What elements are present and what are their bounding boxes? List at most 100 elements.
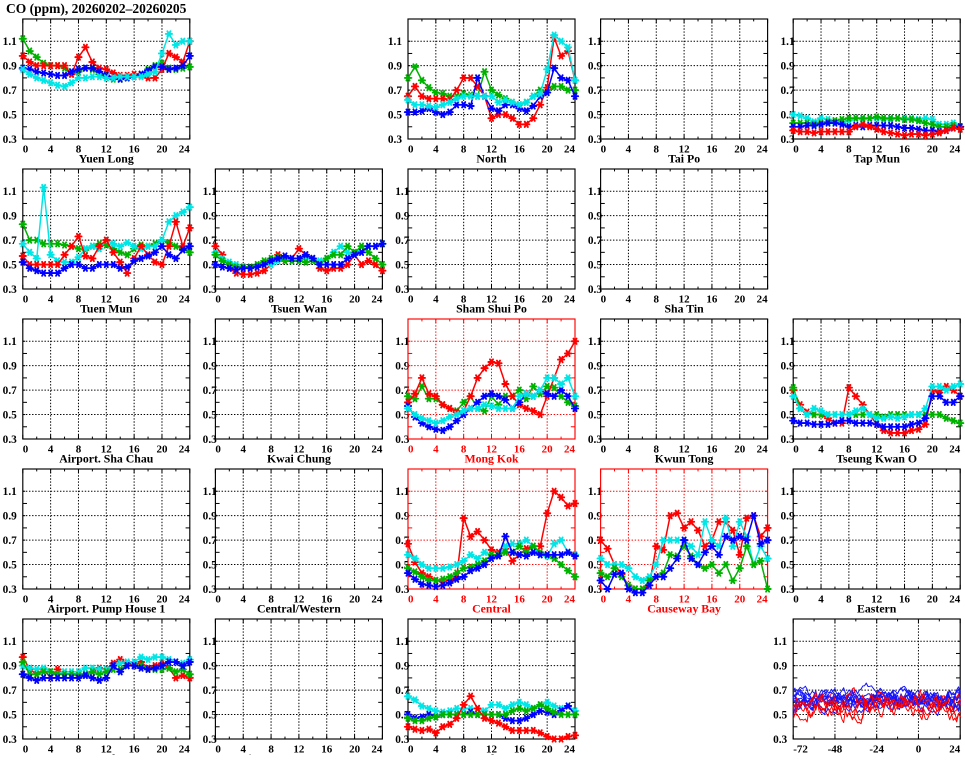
svg-text:8: 8 [846,594,852,606]
svg-text:Tsuen Wan: Tsuen Wan [271,302,328,316]
svg-text:4: 4 [818,444,824,456]
svg-text:20: 20 [542,594,554,606]
svg-text:1.1: 1.1 [3,636,17,648]
svg-text:20: 20 [734,444,746,456]
svg-text:24: 24 [179,444,191,456]
svg-text:4: 4 [626,594,632,606]
svg-text:0: 0 [23,594,29,606]
svg-text:0: 0 [601,444,607,456]
svg-text:4: 4 [433,594,439,606]
svg-text:Tuen Mun: Tuen Mun [80,302,133,316]
svg-text:1.1: 1.1 [3,186,17,198]
svg-text:0.3: 0.3 [3,584,17,596]
svg-text:0: 0 [23,744,29,756]
svg-text:0.3: 0.3 [3,284,17,296]
svg-text:4: 4 [433,294,439,306]
svg-text:Causeway Bay: Causeway Bay [647,602,721,616]
svg-text:0: 0 [793,594,799,606]
svg-text:0.3: 0.3 [388,134,402,146]
svg-text:20: 20 [542,144,554,156]
svg-text:-48: -48 [828,744,843,756]
svg-text:0.5: 0.5 [3,260,17,272]
svg-text:Tai Po: Tai Po [668,152,700,166]
svg-text:20: 20 [156,294,168,306]
svg-text:Central: Central [472,602,511,616]
svg-text:8: 8 [461,744,467,756]
svg-text:4: 4 [818,594,824,606]
svg-text:24: 24 [179,294,191,306]
svg-text:0: 0 [408,294,414,306]
svg-text:0.3: 0.3 [773,734,787,746]
svg-text:20: 20 [542,744,554,756]
svg-text:20: 20 [734,144,746,156]
svg-text:24: 24 [371,444,383,456]
svg-text:Tap Mun: Tap Mun [853,152,900,166]
svg-text:20: 20 [927,444,939,456]
svg-text:4: 4 [818,144,824,156]
svg-text:Tseung Kwan O: Tseung Kwan O [836,452,917,466]
svg-text:Southern: Southern [468,752,515,756]
svg-text:24: 24 [179,744,191,756]
svg-text:16: 16 [706,144,718,156]
svg-text:4: 4 [626,144,632,156]
svg-text:24: 24 [179,594,191,606]
svg-text:1.1: 1.1 [388,36,402,48]
svg-text:0.7: 0.7 [3,535,17,547]
svg-text:0: 0 [601,594,607,606]
svg-text:Airport. Pump House 5: Airport. Pump House 5 [240,752,358,756]
svg-text:0.9: 0.9 [3,361,17,373]
svg-text:ALL: ALL [865,752,889,756]
svg-text:4: 4 [240,444,246,456]
svg-text:0.5: 0.5 [388,110,402,122]
svg-text:0.9: 0.9 [3,511,17,523]
svg-text:0: 0 [408,594,414,606]
svg-text:0: 0 [215,444,221,456]
svg-text:20: 20 [734,294,746,306]
svg-text:24: 24 [757,294,769,306]
svg-text:0.9: 0.9 [388,61,402,73]
svg-text:0.3: 0.3 [3,134,17,146]
svg-text:0: 0 [601,144,607,156]
svg-text:Yuen Long: Yuen Long [79,152,134,166]
svg-text:24: 24 [757,444,769,456]
svg-text:0.9: 0.9 [773,661,787,673]
svg-text:16: 16 [899,594,911,606]
svg-text:Airport. Sha Chau: Airport. Sha Chau [59,452,154,466]
svg-text:CO (ppm), 20260202–20260205: CO (ppm), 20260202–20260205 [6,1,187,16]
svg-text:20: 20 [542,444,554,456]
svg-text:24: 24 [949,144,961,156]
svg-text:24: 24 [179,144,191,156]
svg-text:-72: -72 [793,744,808,756]
svg-text:0.5: 0.5 [3,110,17,122]
svg-text:24: 24 [949,594,961,606]
svg-text:0.7: 0.7 [3,385,17,397]
svg-text:1.1: 1.1 [3,336,17,348]
svg-text:24: 24 [564,144,576,156]
svg-text:16: 16 [706,294,718,306]
svg-text:North: North [476,152,507,166]
svg-text:16: 16 [514,744,526,756]
svg-text:8: 8 [846,144,852,156]
svg-text:4: 4 [48,744,54,756]
svg-text:Sham Shui Po: Sham Shui Po [456,302,527,316]
svg-text:4: 4 [626,444,632,456]
svg-text:24: 24 [564,744,576,756]
svg-text:0.7: 0.7 [3,235,17,247]
svg-text:24: 24 [757,594,769,606]
svg-text:0.5: 0.5 [3,710,17,722]
svg-text:24: 24 [371,294,383,306]
svg-text:4: 4 [48,294,54,306]
svg-text:8: 8 [654,144,660,156]
svg-text:0: 0 [23,444,29,456]
svg-text:20: 20 [734,594,746,606]
svg-text:0.3: 0.3 [3,734,17,746]
svg-text:20: 20 [156,144,168,156]
svg-text:Tung Chung: Tung Chung [75,752,138,756]
svg-text:4: 4 [433,444,439,456]
svg-text:0: 0 [793,144,799,156]
svg-text:0.7: 0.7 [3,85,17,97]
svg-text:20: 20 [349,294,361,306]
svg-text:20: 20 [542,294,554,306]
svg-text:20: 20 [349,594,361,606]
svg-text:0: 0 [916,744,922,756]
